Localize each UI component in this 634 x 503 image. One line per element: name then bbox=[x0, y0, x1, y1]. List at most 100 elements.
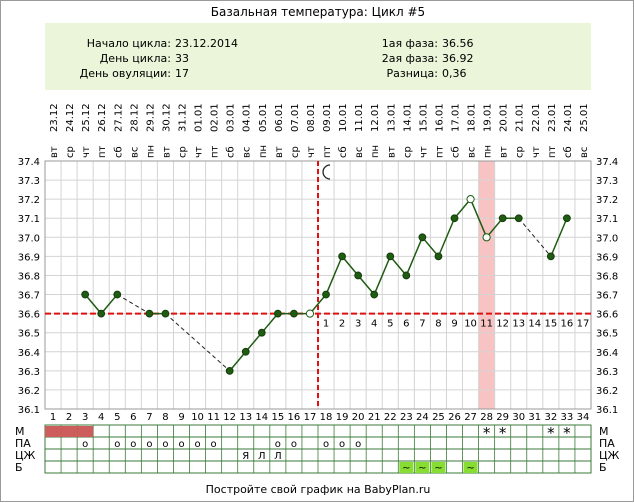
luteal-day-label: 11 bbox=[480, 319, 493, 330]
luteal-day-label: 14 bbox=[528, 319, 541, 330]
series-segment bbox=[309, 294, 327, 315]
date-label: 10.01 bbox=[338, 103, 349, 132]
x-tick-label: 13 bbox=[239, 412, 252, 423]
series-segment bbox=[229, 351, 247, 372]
data-point bbox=[418, 233, 427, 242]
star-marker: * bbox=[499, 424, 507, 442]
luteal-day-label: 12 bbox=[496, 319, 509, 330]
info-panel bbox=[45, 23, 591, 90]
cm-letter-marker: Л bbox=[258, 451, 266, 462]
weekday-label: чт bbox=[81, 146, 92, 158]
luteal-day-label: 3 bbox=[355, 319, 361, 330]
data-point bbox=[386, 252, 395, 261]
date-label: 24.01 bbox=[563, 103, 574, 132]
weekday-label: вт bbox=[386, 146, 397, 158]
y-tick-label-left: 36.8 bbox=[18, 271, 40, 282]
pa-circle-marker: o bbox=[146, 439, 152, 450]
weekday-label: вс bbox=[354, 147, 365, 158]
series-segment bbox=[453, 198, 472, 219]
weekday-label: сб bbox=[451, 146, 462, 158]
date-header-layer: вт 23.12 ср 24.12 чт 25.12 пт 26.12 сб 27.12 вс 28.… bbox=[49, 103, 590, 158]
luteal-day-label: 2 bbox=[339, 319, 345, 330]
y-tick-label-right: 36.6 bbox=[596, 310, 618, 321]
date-label: 05.01 bbox=[258, 103, 269, 132]
pa-circle-marker: o bbox=[355, 439, 361, 450]
x-tick-label: 27 bbox=[464, 412, 477, 423]
menses-cell bbox=[45, 426, 62, 437]
data-point bbox=[257, 328, 266, 337]
data-point bbox=[370, 290, 379, 299]
series-segment bbox=[100, 294, 118, 315]
luteal-day-label: 9 bbox=[451, 319, 457, 330]
data-point bbox=[273, 309, 282, 318]
x-tick-label: 30 bbox=[512, 412, 525, 423]
luteal-day-label: 5 bbox=[387, 319, 393, 330]
date-label: 23.12 bbox=[49, 103, 60, 132]
pa-circle-marker: o bbox=[82, 439, 88, 450]
chart-title: Базальная температура: Цикл #5 bbox=[211, 5, 425, 19]
date-label: 09.01 bbox=[322, 103, 333, 132]
series-segment bbox=[486, 217, 504, 238]
series-segment bbox=[245, 332, 263, 353]
star-marker: * bbox=[483, 424, 491, 442]
data-point bbox=[450, 214, 459, 223]
date-label: 16.01 bbox=[434, 103, 445, 132]
date-label: 21.01 bbox=[515, 103, 526, 132]
series-segment bbox=[261, 313, 279, 334]
cycle-start-value: 23.12.2014 bbox=[175, 37, 238, 50]
y-tick-label-left: 36.1 bbox=[18, 405, 40, 416]
data-point bbox=[402, 271, 411, 280]
x-tick-label: 33 bbox=[561, 412, 574, 423]
date-label: 28.12 bbox=[129, 103, 140, 132]
pa-circle-marker: o bbox=[178, 439, 184, 450]
y-axis-layer: 37.4 37.4 37.3 37.3 37.2 37.2 37.1 37.1 37.0 37.0… bbox=[18, 157, 619, 416]
pa-circle-marker: o bbox=[194, 439, 200, 450]
y-tick-label-left: 37.4 bbox=[18, 157, 40, 168]
row-label-left: ЦЖ bbox=[15, 449, 36, 462]
series-segment bbox=[325, 256, 343, 295]
ovulation-day-label: День овуляции: bbox=[80, 67, 171, 80]
y-tick-label-right: 36.1 bbox=[596, 405, 618, 416]
footer-text: Постройте свой график на BabyPlan.ru bbox=[206, 483, 431, 496]
weekday-label: чт bbox=[194, 146, 205, 158]
x-tick-label: 10 bbox=[191, 412, 204, 423]
weekday-label: вт bbox=[274, 146, 285, 158]
luteal-day-label: 16 bbox=[561, 319, 574, 330]
phase1-label: 1ая фаза: bbox=[382, 37, 438, 50]
weekday-label: ср bbox=[290, 146, 301, 158]
date-label: 25.12 bbox=[81, 103, 92, 132]
weekday-label: вт bbox=[161, 146, 172, 158]
date-label: 22.01 bbox=[531, 103, 542, 132]
x-tick-label: 20 bbox=[352, 412, 365, 423]
data-point bbox=[546, 252, 555, 261]
weekday-label: сб bbox=[113, 146, 124, 158]
weekday-label: пн bbox=[258, 145, 269, 158]
weekday-label: вс bbox=[242, 147, 253, 158]
x-tick-label: 22 bbox=[384, 412, 397, 423]
data-point bbox=[322, 290, 330, 299]
weekday-label: пт bbox=[322, 145, 333, 158]
date-label: 02.01 bbox=[210, 103, 221, 132]
pa-circle-marker: o bbox=[162, 439, 168, 450]
x-tick-label: 16 bbox=[288, 412, 301, 423]
highlight-day-band bbox=[478, 161, 495, 409]
weekday-label: пт bbox=[210, 145, 221, 158]
weekday-label: чт bbox=[306, 146, 317, 158]
data-point bbox=[97, 309, 106, 318]
x-tick-label: 1 bbox=[50, 412, 56, 423]
data-point bbox=[225, 366, 234, 375]
series-segment bbox=[469, 198, 488, 238]
date-label: 23.01 bbox=[547, 103, 558, 132]
green-cell-mark: ~ bbox=[418, 463, 426, 474]
y-tick-label-left: 36.4 bbox=[18, 348, 40, 359]
weekday-label: ср bbox=[65, 146, 76, 158]
data-point bbox=[305, 309, 315, 318]
series-segment bbox=[405, 237, 424, 276]
pa-circle-marker: o bbox=[291, 439, 297, 450]
menses-cell bbox=[77, 426, 94, 437]
cm-letter-marker: Я bbox=[242, 451, 249, 462]
green-cell bbox=[399, 462, 414, 473]
date-label: 08.01 bbox=[306, 103, 317, 132]
